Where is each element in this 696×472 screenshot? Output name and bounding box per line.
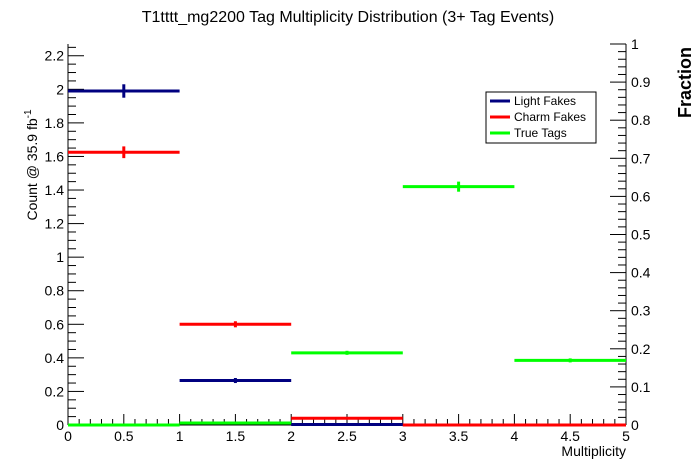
x-axis-label: Multiplicity [561,443,626,459]
x-tick-label: 2 [287,428,295,444]
y-tick-label-right: 0.7 [631,150,651,166]
y-tick-label-left: 2.2 [45,48,65,64]
y-tick-label-right: 1 [631,36,639,52]
y-axis-label-right: Fraction [675,47,695,118]
y-tick-label-left: 2 [56,81,64,97]
y-tick-label-left: 0.6 [45,316,65,332]
y-tick-label-left: 1.4 [45,182,65,198]
y-tick-label-right: 0.4 [631,265,651,281]
y-axis-label-left: Count @ 35.9 fb-1 [23,109,40,221]
y-tick-label-left: 1.8 [45,115,65,131]
y-axis-label-superscript: -1 [23,109,34,118]
chart-title: T1tttt_mg2200 Tag Multiplicity Distribut… [142,9,555,26]
x-tick-label: 1.5 [226,428,246,444]
y-tick-label-left: 1 [56,249,64,265]
x-tick-label: 3 [399,428,407,444]
legend-label-light-fakes: Light Fakes [514,94,576,108]
x-tick-label: 5 [622,428,630,444]
x-tick-label: 1 [176,428,184,444]
y-tick-label-right: 0.6 [631,188,651,204]
y-tick-label-right: 0 [631,417,639,433]
y-tick-label-right: 0.5 [631,227,651,243]
x-tick-label: 4.5 [560,428,580,444]
y-tick-label-left: 1.6 [45,148,65,164]
y-tick-label-right: 0.3 [631,303,651,319]
y-tick-label-right: 0.9 [631,74,651,90]
axes: 0 0.5 1 1.5 2 2.5 3 3.5 4 4.5 500.20.40.60.811.21.… [45,36,651,444]
y-tick-label-left: 0.8 [45,283,65,299]
y-tick-label-left: 0.4 [45,350,65,366]
y-tick-label-right: 0.2 [631,341,651,357]
legend-label-true-tags: True Tags [514,126,567,140]
y-tick-label-left: 1.2 [45,216,65,232]
x-tick-label: 3.5 [449,428,469,444]
legend: Light Fakes Charm Fakes True Tags [485,91,597,144]
y-tick-label-left: 0.2 [45,383,65,399]
x-tick-label: 4 [511,428,519,444]
x-tick-label: 2.5 [337,428,357,444]
x-tick-label: 0.5 [114,428,134,444]
y-tick-label-right: 0.1 [631,379,651,395]
chart-marks [68,84,626,427]
y-tick-label-left: 0 [56,417,64,433]
y-tick-label-right: 0.8 [631,112,651,128]
x-tick-label: 0 [64,428,72,444]
legend-label-charm-fakes: Charm Fakes [514,110,586,124]
